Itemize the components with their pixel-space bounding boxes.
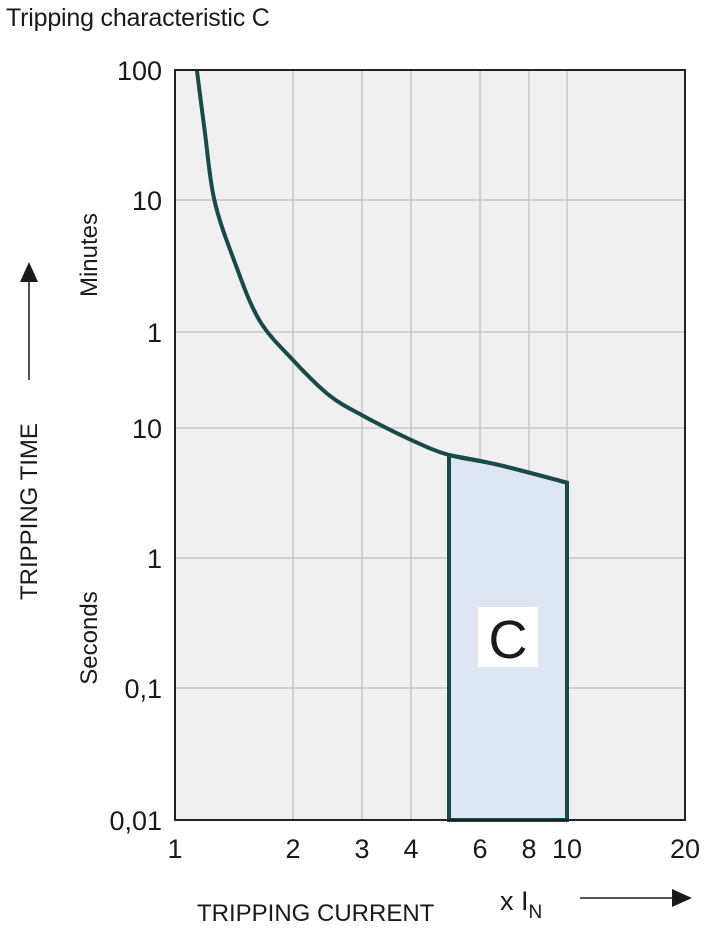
x-unit: x IN: [500, 886, 542, 923]
band-label: C: [489, 610, 528, 670]
y-tick-label: 1: [147, 318, 162, 348]
x-tick-label: 8: [521, 834, 536, 864]
y-tick-label: 10: [132, 414, 162, 444]
y-unit-minutes: Minutes: [76, 213, 103, 297]
y-tick-labels: 0,01 0,1 1 10 1 10 100: [109, 56, 162, 836]
x-axis-arrow-head: [672, 889, 692, 907]
y-unit-seconds: Seconds: [76, 591, 103, 684]
x-unit-text: x I: [500, 886, 529, 916]
x-tick-labels: 1 2 3 4 6 8 10 20: [167, 834, 700, 864]
x-tick-label: 10: [552, 834, 582, 864]
x-axis-label: TRIPPING CURRENT: [197, 900, 435, 927]
y-axis-label: TRIPPING TIME: [16, 423, 43, 600]
x-unit-subscript: N: [529, 902, 543, 923]
y-tick-label: 10: [132, 186, 162, 216]
plot-frame: [174, 69, 686, 821]
y-tick-label: 0,01: [109, 806, 162, 836]
x-tick-label: 4: [403, 834, 418, 864]
y-axis-arrow-head: [20, 262, 38, 282]
x-tick-label: 6: [473, 834, 488, 864]
y-tick-label: 100: [117, 56, 162, 86]
x-tick-label: 1: [167, 834, 182, 864]
y-tick-label: 1: [147, 544, 162, 574]
x-tick-label: 3: [355, 834, 370, 864]
y-tick-label: 0,1: [124, 674, 162, 704]
plot-area: [175, 70, 685, 820]
x-tick-label: 20: [670, 834, 700, 864]
chart-title: Tripping characteristic C: [6, 4, 270, 32]
grid: [175, 70, 685, 820]
tripping-curve: [194, 69, 568, 485]
x-tick-label: 2: [285, 834, 300, 864]
band-label-bg: [478, 607, 538, 667]
